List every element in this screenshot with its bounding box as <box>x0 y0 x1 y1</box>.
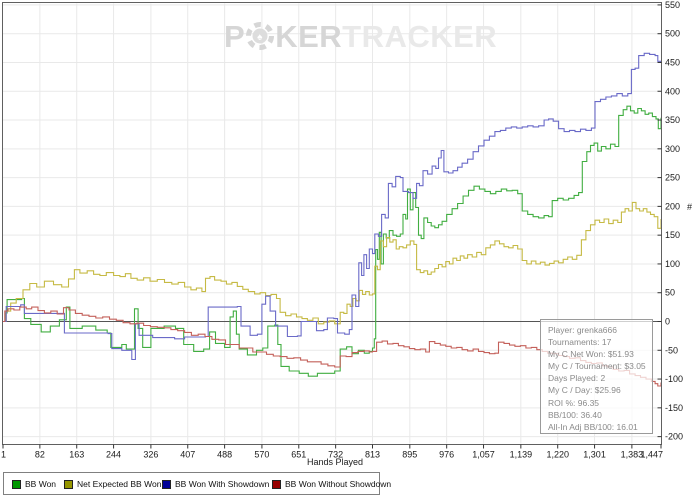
legend-item-bb-won-with-showdown: BB Won With Showdown <box>162 480 269 489</box>
stats-line: My C / Tournament: $3.05 <box>548 361 646 372</box>
x-tick-label: 163 <box>69 450 84 460</box>
legend-item-net-expected-bb-won: Net Expected BB Won <box>64 480 161 489</box>
y-tick-label: -150 <box>665 403 683 413</box>
series-bb-won-with-showdown <box>3 52 662 361</box>
stats-line: BB/100: 36.40 <box>548 409 602 420</box>
x-tick-label: 244 <box>106 450 121 460</box>
x-tick-label: 651 <box>291 450 306 460</box>
stats-line: All-In Adj BB/100: 16.01 <box>548 421 638 432</box>
y-tick-label: 500 <box>665 29 680 39</box>
y-tick-label: 150 <box>665 230 680 240</box>
pokertracker-watermark: P ♠ KERTRACKER <box>224 20 497 54</box>
y-tick-label: -50 <box>665 345 678 355</box>
watermark-text-poker-p: P <box>224 19 246 54</box>
stats-line: Player: grenka666 <box>548 325 617 335</box>
y-tick-label: 550 <box>665 0 680 10</box>
stats-line: Tournaments: 17 <box>548 337 612 348</box>
legend-item-bb-won: BB Won <box>12 480 56 489</box>
plot-frame <box>2 2 662 445</box>
y-tick-label: 100 <box>665 259 680 269</box>
legend-swatch-net-expected-bb-won <box>64 480 73 489</box>
x-tick-label: 1 <box>1 450 6 460</box>
y-tick-label: 50 <box>665 288 675 298</box>
legend-label: BB Won Without Showdown <box>285 479 392 489</box>
x-tick-label: 488 <box>217 450 232 460</box>
stats-line: ROI %: 96.35 <box>548 397 600 408</box>
poker-chip-icon: ♠ <box>246 22 275 57</box>
stats-line: Days Played: 2 <box>548 373 606 384</box>
y-tick-label: 450 <box>665 57 680 67</box>
x-tick-label: 1,139 <box>510 450 533 460</box>
legend-label: BB Won <box>25 479 57 489</box>
stats-line: My C Net Won: $51.93 <box>548 349 634 360</box>
legend-swatch-bb-won <box>12 480 21 489</box>
y-axis-title: # <box>687 202 692 212</box>
x-tick-label: 813 <box>365 450 380 460</box>
y-tick-label: 0 <box>665 317 670 327</box>
x-tick-label: 82 <box>35 450 45 460</box>
legend-label: Net Expected BB Won <box>77 479 162 489</box>
y-tick-label: -100 <box>665 374 683 384</box>
svg-text:♠: ♠ <box>257 32 263 43</box>
legend-label: BB Won With Showdown <box>175 479 270 489</box>
x-tick-label: 326 <box>143 450 158 460</box>
x-tick-label: 1,383 <box>621 450 644 460</box>
x-tick-label: 976 <box>439 450 454 460</box>
x-tick-label: 407 <box>180 450 195 460</box>
y-tick-label: 300 <box>665 144 680 154</box>
stats-line: My C / Day: $25.96 <box>548 385 621 396</box>
legend: BB Won Net Expected BB Won BB Won With Sho… <box>3 472 391 495</box>
x-tick-label: 895 <box>402 450 417 460</box>
y-tick-label: 400 <box>665 86 680 96</box>
x-tick-label: 1,447 <box>640 450 663 460</box>
y-tick-label: -200 <box>665 432 683 442</box>
legend-swatch-bb-won-with-showdown <box>162 480 171 489</box>
legend-item-bb-won-without-showdown: BB Won Without Showdown <box>272 480 391 489</box>
y-tick-label: 200 <box>665 201 680 211</box>
x-tick-label: 1,057 <box>472 450 495 460</box>
watermark-text-poker-ker: KER <box>275 19 343 54</box>
x-axis-title: Hands Played <box>306 457 364 467</box>
x-tick-label: 570 <box>254 450 269 460</box>
player-stats-box: Player: grenka666 Tournaments: 17 My C Net… <box>540 319 653 434</box>
x-tick-label: 732 <box>328 450 343 460</box>
y-tick-label: 350 <box>665 115 680 125</box>
watermark-text-tracker: TRACKER <box>342 19 498 54</box>
series-net-expected-bb-won <box>3 201 662 325</box>
x-tick-label: 1,220 <box>546 450 569 460</box>
y-tick-label: 250 <box>665 173 680 183</box>
legend-swatch-bb-won-without-showdown <box>272 480 281 489</box>
x-tick-label: 1,301 <box>583 450 606 460</box>
